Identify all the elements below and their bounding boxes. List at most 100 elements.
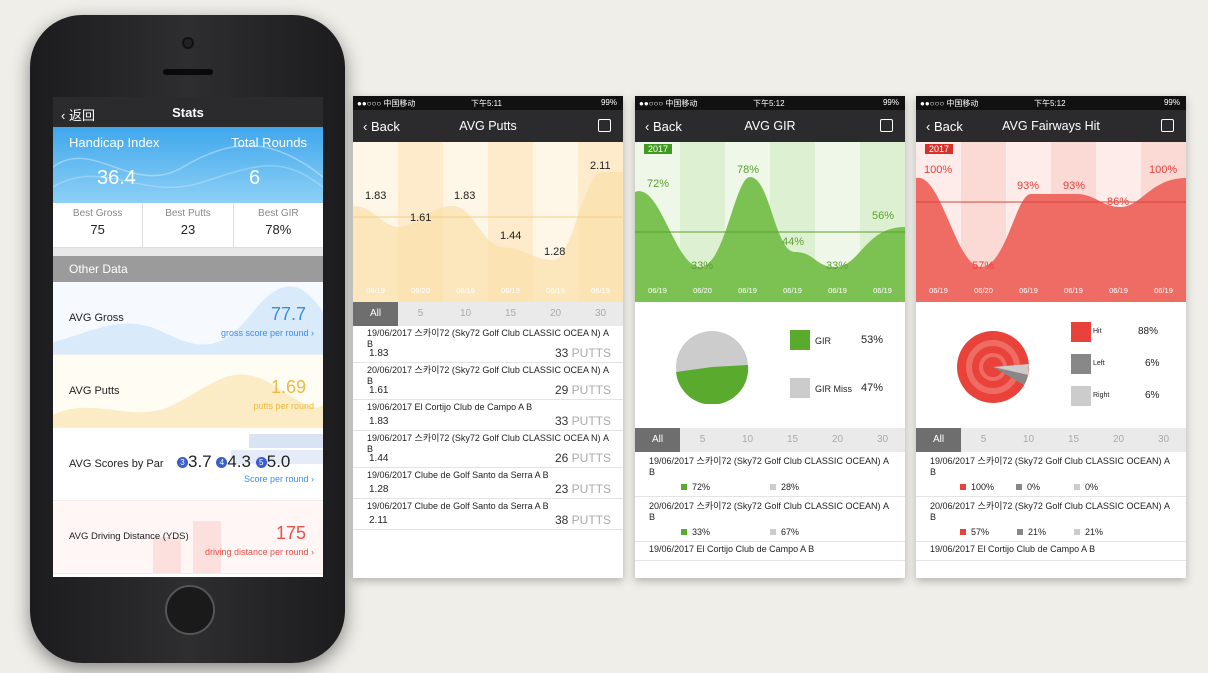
fairways-pie	[957, 331, 1029, 403]
round-putts: 33 PUTTS	[555, 346, 611, 360]
avg-driving-value: 175	[275, 523, 306, 543]
share-icon[interactable]	[880, 119, 893, 132]
list-item[interactable]: 19/06/2017 Clube de Golf Santo da Serra …	[353, 468, 623, 499]
back-button[interactable]: ‹ Back	[645, 119, 682, 134]
back-button[interactable]: ‹ Back	[926, 119, 963, 134]
round-course: 20/06/2017 스카이72 (Sky72 Golf Club CLASSI…	[367, 365, 609, 386]
year-badge: 2017	[925, 144, 954, 154]
gir-screen: ●●○○○ 中国移动 下午5:12 99% ‹ Back AVG GIR 201…	[635, 96, 905, 578]
putts-word: PUTTS	[571, 383, 611, 397]
date-label: 06/19	[738, 286, 757, 295]
avg-gross-sub: gross score per round ›	[220, 328, 314, 338]
share-icon[interactable]	[598, 119, 611, 132]
avg-putts-sub: putts per round	[253, 401, 314, 411]
carrier: ●●○○○ 中国移动	[639, 99, 698, 108]
drive-bar	[193, 521, 221, 573]
handicap-value: 36.4	[97, 167, 136, 189]
par-bar	[231, 450, 323, 464]
round-putts: 23 PUTTS	[555, 482, 611, 496]
chart-label: 1.83	[454, 190, 476, 202]
chart-label: 1.28	[544, 246, 566, 258]
share-icon[interactable]	[1161, 119, 1174, 132]
hit-square	[960, 529, 966, 535]
list-item[interactable]: 19/06/2017 Clube de Golf Santo da Serra …	[353, 499, 623, 530]
list-item[interactable]: 19/06/2017 스카이72 (Sky72 Golf Club CLASSI…	[916, 452, 1186, 497]
list-item[interactable]: 20/06/2017 스카이72 (Sky72 Golf Club CLASSI…	[635, 497, 905, 542]
tab-all[interactable]: All	[353, 302, 398, 326]
best-gross-value: 75	[90, 222, 105, 237]
carrier: ●●○○○ 中国移动	[920, 99, 979, 108]
list-item[interactable]: 20/06/2017 스카이72 (Sky72 Golf Club CLASSI…	[353, 363, 623, 400]
right-legend-label: Right	[1093, 392, 1110, 399]
round-course: 19/06/2017 스카이72 (Sky72 Golf Club CLASSI…	[367, 328, 609, 349]
round-course: 19/06/2017 스카이72 (Sky72 Golf Club CLASSI…	[930, 456, 1170, 477]
tab-15[interactable]: 15	[786, 434, 799, 445]
tab-all[interactable]: All	[635, 428, 680, 452]
date-label: 06/19	[1154, 286, 1173, 295]
tab-5[interactable]: 5	[417, 308, 424, 319]
gir-square	[681, 529, 687, 535]
list-item[interactable]: 19/06/2017 El Cortijo Club de Campo A B 1…	[353, 400, 623, 431]
nav-bar: ‹ 返回 Stats	[53, 97, 323, 127]
avg-putts-label: AVG Putts	[69, 385, 120, 397]
home-button[interactable]	[165, 585, 215, 635]
avg-gross-row[interactable]: AVG Gross 77.7 gross score per round ›	[53, 282, 323, 355]
rounds-label: Total Rounds	[231, 135, 307, 150]
tab-5[interactable]: 5	[699, 434, 706, 445]
hit-legend-label: Hit	[1093, 328, 1102, 335]
tab-20[interactable]: 20	[549, 308, 562, 319]
right-legend-pct: 6%	[1145, 390, 1160, 401]
list-item[interactable]: 19/06/2017 스카이72 (Sky72 Golf Club CLASSI…	[635, 452, 905, 497]
round-list: 19/06/2017 스카이72 (Sky72 Golf Club CLASSI…	[353, 326, 623, 530]
list-item[interactable]: 19/06/2017 스카이72 (Sky72 Golf Club CLASSI…	[353, 326, 623, 363]
left-pct: 0%	[1027, 482, 1041, 492]
tab-30[interactable]: 30	[594, 308, 607, 319]
list-item[interactable]: 19/06/2017 스카이72 (Sky72 Golf Club CLASSI…	[353, 431, 623, 468]
tab-10[interactable]: 10	[741, 434, 754, 445]
avg-gross-sub-text: gross score per round	[220, 328, 309, 338]
date-axis: 06/19 06/20 06/19 06/19 06/19 06/19	[353, 286, 623, 295]
gross-wave	[53, 286, 323, 354]
chart-label: 72%	[647, 178, 670, 190]
putts-count: 23	[554, 482, 569, 496]
tab-15[interactable]: 15	[1067, 434, 1080, 445]
tab-20[interactable]: 20	[831, 434, 844, 445]
round-values: 33% 67%	[681, 527, 799, 537]
date-label: 06/19	[1064, 286, 1083, 295]
miss-square	[770, 484, 777, 490]
putts-chart: 1.83 1.61 1.83 1.44 1.28 2.11 06/19 06/20…	[353, 142, 623, 302]
date-axis: 06/19 06/20 06/19 06/19 06/19 06/19	[916, 286, 1186, 295]
tab-10[interactable]: 10	[1022, 434, 1035, 445]
tab-30[interactable]: 30	[1157, 434, 1170, 445]
par5-value: 5.0	[266, 452, 291, 471]
round-putts: 33 PUTTS	[555, 414, 611, 428]
list-item[interactable]: 19/06/2017 El Cortijo Club de Campo A B	[916, 542, 1186, 561]
date-label: 06/19	[1109, 286, 1128, 295]
avg-putts-row[interactable]: AVG Putts 1.69 putts per round	[53, 355, 323, 428]
round-course: 19/06/2017 Clube de Golf Santo da Serra …	[367, 501, 549, 511]
avg-par-row[interactable]: AVG Scores by Par 3 3.7 4 4.3 5 5.0 Score p…	[53, 428, 323, 501]
range-tabs: All 5 10 15 20 30	[635, 428, 905, 452]
putts-count: 33	[554, 346, 569, 360]
tab-5[interactable]: 5	[980, 434, 987, 445]
rounds-value: 6	[249, 167, 261, 189]
round-course: 20/06/2017 스카이72 (Sky72 Golf Club CLASSI…	[649, 501, 889, 522]
avg-gross-label: AVG Gross	[69, 312, 124, 324]
tab-all[interactable]: All	[916, 428, 961, 452]
list-item[interactable]: 20/06/2017 스카이72 (Sky72 Golf Club CLASSI…	[916, 497, 1186, 542]
handicap-label: Handicap Index	[69, 135, 160, 150]
tab-20[interactable]: 20	[1112, 434, 1125, 445]
page-title: AVG Putts	[459, 119, 517, 133]
avg-driving-row[interactable]: AVG Driving Distance (YDS) 175 driving d…	[53, 501, 323, 574]
tab-10[interactable]: 10	[459, 308, 472, 319]
list-item[interactable]: 19/06/2017 El Cortijo Club de Campo A B	[635, 542, 905, 561]
par-bar	[249, 434, 323, 448]
divider	[53, 248, 323, 256]
fairways-chart: 2017 100% 57% 93% 93% 86% 100% 06/19 06/2…	[916, 142, 1186, 302]
chart-label: 56%	[872, 210, 895, 222]
back-button[interactable]: ‹ 返回	[61, 108, 95, 123]
back-button[interactable]: ‹ Back	[363, 119, 400, 134]
tab-15[interactable]: 15	[504, 308, 517, 319]
tab-30[interactable]: 30	[876, 434, 889, 445]
round-values: 72% 28%	[681, 482, 799, 492]
